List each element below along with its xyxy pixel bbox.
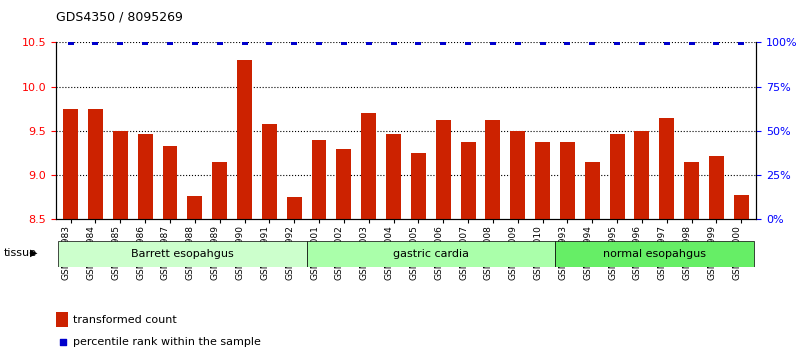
Point — [561, 40, 574, 45]
Bar — [685, 162, 699, 219]
Bar — [361, 113, 377, 219]
Point — [735, 40, 747, 45]
Bar — [63, 109, 78, 219]
Bar — [585, 162, 599, 219]
Bar — [162, 146, 178, 219]
Bar — [187, 196, 202, 219]
Point — [362, 40, 375, 45]
Bar — [734, 195, 749, 219]
Text: normal esopahgus: normal esopahgus — [603, 249, 706, 259]
Bar — [461, 142, 475, 219]
Point — [338, 40, 350, 45]
Bar — [510, 131, 525, 219]
Point — [611, 40, 623, 45]
Bar — [138, 133, 153, 219]
Point — [463, 249, 476, 255]
Bar — [88, 109, 103, 219]
Point — [164, 40, 177, 45]
Text: tissue: tissue — [4, 248, 37, 258]
Point — [537, 40, 549, 45]
Point — [189, 40, 201, 45]
Point — [685, 40, 698, 45]
Point — [412, 40, 425, 45]
Text: gastric cardia: gastric cardia — [392, 249, 469, 259]
Point — [486, 40, 499, 45]
Bar — [262, 124, 277, 219]
Bar — [113, 131, 127, 219]
Point — [661, 40, 673, 45]
Point — [288, 40, 301, 45]
Bar — [311, 140, 326, 219]
Text: ▶: ▶ — [30, 248, 37, 258]
Bar — [287, 198, 302, 219]
Point — [635, 40, 648, 45]
Bar — [435, 120, 451, 219]
Bar — [610, 133, 625, 219]
Point — [387, 40, 400, 45]
Bar — [237, 60, 252, 219]
FancyBboxPatch shape — [58, 241, 306, 267]
Bar — [213, 162, 227, 219]
Point — [710, 40, 723, 45]
Bar — [56, 312, 68, 327]
Bar — [634, 131, 650, 219]
Bar — [386, 133, 401, 219]
Text: percentile rank within the sample: percentile rank within the sample — [73, 337, 261, 347]
Point — [64, 40, 77, 45]
Point — [213, 40, 226, 45]
Point — [437, 40, 450, 45]
Bar — [535, 142, 550, 219]
Bar — [411, 153, 426, 219]
Bar — [659, 118, 674, 219]
Point — [263, 40, 275, 45]
Point — [586, 40, 599, 45]
Point — [511, 40, 524, 45]
Point — [462, 40, 474, 45]
Bar — [337, 149, 351, 219]
Bar — [486, 120, 501, 219]
FancyBboxPatch shape — [555, 241, 754, 267]
Text: transformed count: transformed count — [73, 315, 177, 325]
Point — [139, 40, 151, 45]
Point — [89, 40, 102, 45]
Point — [313, 40, 326, 45]
Text: Barrett esopahgus: Barrett esopahgus — [131, 249, 234, 259]
Bar — [560, 143, 575, 219]
Point — [238, 40, 251, 45]
Point — [114, 40, 127, 45]
Bar — [709, 156, 724, 219]
Text: GDS4350 / 8095269: GDS4350 / 8095269 — [56, 11, 182, 24]
FancyBboxPatch shape — [306, 241, 555, 267]
